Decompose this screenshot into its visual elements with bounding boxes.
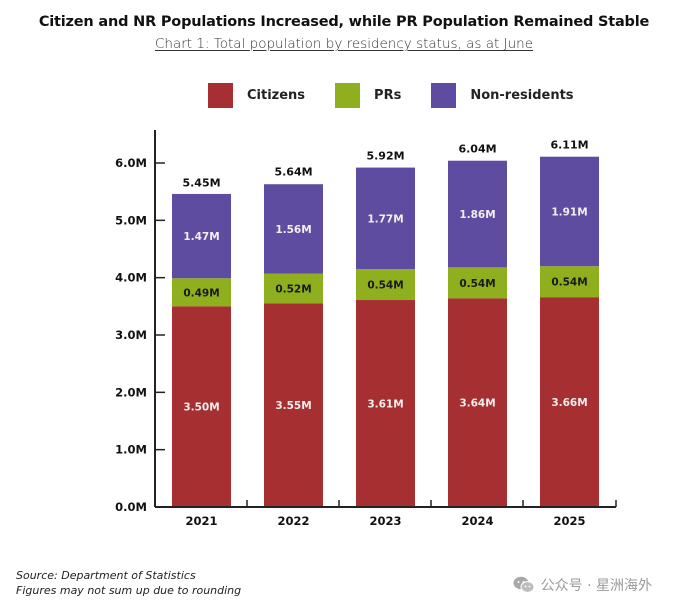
segment-label: 1.86M — [459, 209, 495, 221]
bar-segment-prs-2021 — [172, 278, 231, 307]
legend-item-citizens: Citizens — [208, 82, 306, 108]
y-tick-label: 5.0M — [115, 213, 147, 227]
segment-label: 3.61M — [367, 399, 403, 411]
bar-segment-prs-2024 — [448, 267, 507, 299]
wechat-icon — [513, 576, 535, 593]
x-tick-label: 2023 — [369, 514, 401, 528]
legend-swatch-non-residents — [431, 82, 457, 108]
segment-label: 1.91M — [551, 206, 587, 218]
total-label: 5.92M — [366, 150, 404, 163]
segment-label: 1.47M — [183, 231, 219, 243]
x-tick-label: 2025 — [553, 514, 585, 528]
bar-segment-non-residents-2022 — [264, 184, 323, 274]
segment-label: 1.56M — [275, 224, 311, 236]
bar-segment-prs-2023 — [356, 269, 415, 301]
segment-label: 3.50M — [183, 402, 219, 414]
legend: Citizens PRs Non-residents — [208, 82, 604, 108]
segment-label: 3.66M — [551, 397, 587, 409]
bar-segment-citizens-2023 — [356, 300, 415, 507]
bar-segment-non-residents-2023 — [356, 167, 415, 270]
watermark-text: 公众号 · 星洲海外 — [540, 578, 652, 594]
segment-label: 0.54M — [459, 278, 495, 290]
bar-segment-citizens-2025 — [540, 297, 599, 507]
bar-segment-non-residents-2025 — [540, 156, 599, 267]
segment-label: 1.77M — [367, 213, 403, 225]
total-label: 6.04M — [458, 143, 496, 156]
bar-segment-citizens-2021 — [172, 306, 231, 507]
segment-label: 0.49M — [183, 287, 219, 299]
legend-swatch-citizens — [208, 82, 233, 108]
legend-label: Citizens — [247, 87, 306, 103]
chart-footer: Source: Department of Statistics Figures… — [16, 568, 241, 598]
total-label: 5.64M — [274, 166, 312, 179]
legend-item-prs: PRs — [335, 82, 402, 108]
y-tick-label: 2.0M — [115, 385, 147, 399]
watermark: 公众号 · 星洲海外 — [513, 575, 652, 595]
rounding-note: Figures may not sum up due to rounding — [16, 584, 242, 597]
segment-label: 3.64M — [459, 398, 495, 410]
bar-segment-citizens-2024 — [448, 298, 507, 507]
x-tick-label: 2024 — [461, 514, 493, 528]
segment-label: 0.52M — [275, 284, 311, 296]
y-tick-label: 1.0M — [115, 443, 147, 457]
x-tick-label: 2022 — [277, 514, 309, 528]
legend-label: PRs — [374, 87, 402, 103]
bar-segment-prs-2022 — [264, 273, 323, 304]
y-tick-label: 6.0M — [115, 156, 147, 170]
legend-swatch-prs — [335, 82, 361, 108]
bar-segment-citizens-2022 — [264, 303, 323, 507]
bar-segment-prs-2025 — [540, 266, 599, 298]
bar-segment-non-residents-2024 — [448, 160, 507, 268]
y-tick-label: 0.0M — [115, 500, 147, 514]
chart-title: Citizen and NR Populations Increased, wh… — [38, 14, 650, 30]
legend-item-non-residents: Non-residents — [431, 82, 574, 108]
y-tick-label: 3.0M — [115, 328, 147, 342]
total-label: 6.11M — [550, 139, 588, 152]
legend-label: Non-residents — [470, 87, 574, 103]
y-tick-label: 4.0M — [115, 271, 147, 285]
x-tick-label: 2021 — [185, 514, 217, 528]
segment-label: 0.54M — [551, 277, 587, 289]
source-note: Source: Department of Statistics — [16, 569, 196, 582]
total-label: 5.45M — [182, 177, 220, 190]
bar-segment-non-residents-2021 — [172, 193, 231, 279]
segment-label: 0.54M — [367, 280, 403, 292]
segment-label: 3.55M — [275, 400, 311, 412]
chart-subtitle: Chart 1: Total population by residency s… — [154, 36, 533, 52]
